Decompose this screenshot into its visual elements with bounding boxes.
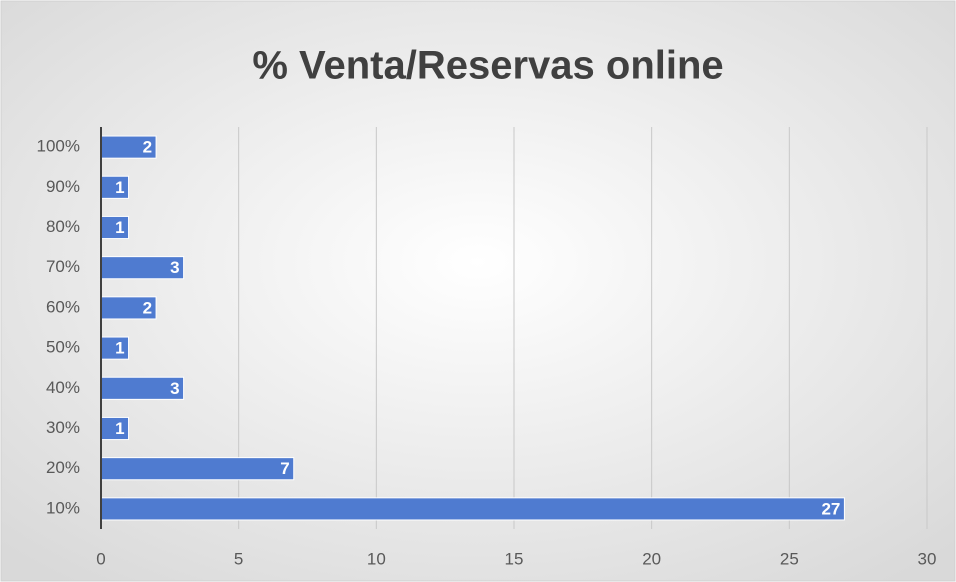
chart-title: % Venta/Reservas online: [252, 44, 723, 88]
y-tick-label: 60%: [46, 297, 80, 316]
y-tick-label: 80%: [46, 217, 80, 236]
data-label: 2: [143, 298, 152, 317]
bar: [100, 497, 845, 521]
y-tick-label: 70%: [46, 257, 80, 276]
data-label: 2: [143, 138, 152, 157]
data-label: 1: [115, 218, 124, 237]
y-tick-label: 50%: [46, 338, 80, 357]
x-tick-label: 30: [918, 549, 937, 568]
data-label: 1: [115, 339, 124, 358]
data-label: 1: [115, 178, 124, 197]
x-tick-label: 15: [505, 549, 524, 568]
y-tick-label: 30%: [46, 418, 80, 437]
x-tick-label: 10: [367, 549, 386, 568]
x-tick-label: 25: [780, 549, 799, 568]
data-label: 1: [115, 419, 124, 438]
x-tick-label: 0: [96, 549, 105, 568]
y-tick-label: 10%: [46, 498, 80, 517]
bar: [100, 457, 295, 481]
y-tick-label: 100%: [37, 137, 80, 156]
data-label: 3: [170, 379, 179, 398]
y-tick-label: 90%: [46, 177, 80, 196]
data-label: 7: [280, 459, 289, 478]
x-tick-label: 5: [234, 549, 243, 568]
x-tick-label: 20: [642, 549, 661, 568]
y-tick-label: 20%: [46, 458, 80, 477]
data-label: 27: [821, 499, 840, 518]
y-tick-label: 40%: [46, 378, 80, 397]
data-label: 3: [170, 258, 179, 277]
